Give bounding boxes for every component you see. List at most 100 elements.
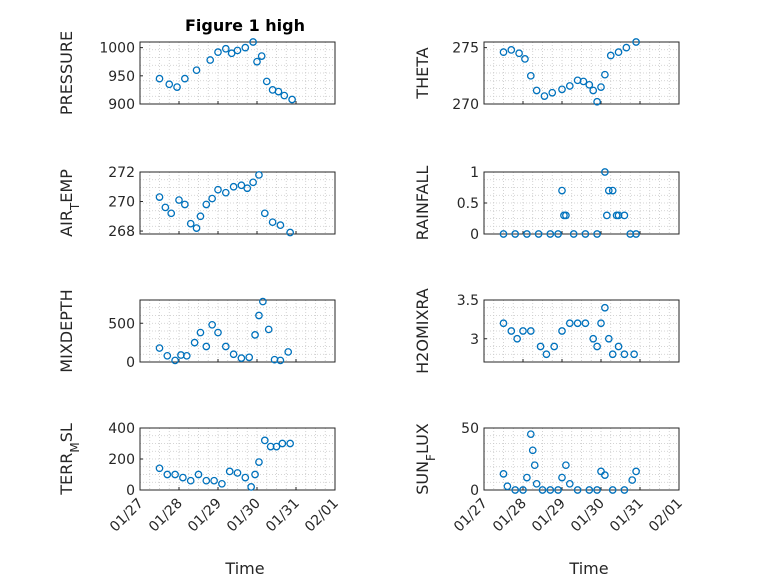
data-point	[604, 334, 613, 343]
data-point	[196, 328, 205, 337]
data-point	[286, 228, 294, 237]
data-point	[186, 219, 195, 228]
data-point	[208, 320, 216, 329]
subplot-terr-msl: 01/27 01/28 01/29 01/30 01/31 02/01 0 200 400 TER…	[57, 421, 342, 535]
grid	[483, 427, 680, 491]
x-tick-label: 01/30	[224, 496, 264, 536]
y-axis-label: SUNFLUX	[413, 423, 438, 495]
data-point	[253, 57, 261, 66]
data-point	[233, 469, 242, 477]
data-point	[202, 200, 211, 209]
data-point	[206, 56, 215, 64]
data-point	[155, 74, 164, 83]
data-point	[280, 91, 289, 100]
y-axis-label: RAINFALL	[413, 166, 432, 241]
y-axis-label-base: THETA	[413, 47, 432, 99]
data-point	[601, 70, 609, 79]
data-point	[499, 319, 508, 328]
axes-box	[139, 41, 336, 105]
data-point	[513, 334, 522, 343]
data-point	[558, 186, 566, 195]
data-point	[196, 212, 205, 221]
data-point	[546, 230, 555, 238]
y-axis-label-tail: LUX	[413, 423, 432, 454]
data-point	[620, 486, 629, 494]
data-point	[511, 486, 520, 494]
data-point	[558, 85, 566, 94]
y-tick-label: 0	[470, 483, 479, 499]
x-tick-label: 01/29	[529, 496, 569, 536]
data-point	[608, 486, 617, 494]
x-tick-label: 01/28	[146, 496, 186, 536]
y-tick-label: 950	[108, 69, 135, 85]
data-point	[515, 49, 523, 58]
chart-title: Figure 1 high	[185, 16, 305, 35]
data-point	[579, 77, 588, 86]
data-point	[593, 97, 601, 106]
data-point	[521, 55, 529, 63]
data-point	[251, 331, 259, 339]
data-point	[255, 458, 263, 466]
data-point	[194, 470, 203, 479]
data-point	[257, 52, 266, 60]
data-point	[546, 486, 555, 494]
y-tick-label: 1000	[99, 41, 135, 57]
grid	[139, 427, 336, 491]
data-point	[214, 185, 222, 194]
data-point	[243, 184, 252, 193]
data-point	[593, 342, 601, 351]
data-point	[569, 230, 578, 238]
data-point	[632, 467, 640, 476]
subplot-sun-flux: 01/27 01/28 01/29 01/30 01/31 02/01 0 50 SUNFLUX	[413, 421, 686, 535]
data-point	[589, 334, 598, 343]
y-tick-label: 0	[470, 227, 479, 243]
data-point	[258, 297, 267, 306]
data-point	[165, 80, 174, 89]
axes-box	[483, 41, 680, 105]
y-tick-label: 400	[108, 421, 135, 437]
subplot-h2omixra: 3 3.5 H2OMIXRA	[413, 288, 680, 374]
y-tick-label: 50	[461, 421, 479, 437]
data-point	[622, 43, 631, 52]
data-point	[601, 168, 609, 176]
data-point	[221, 188, 230, 197]
axes-box	[139, 171, 336, 235]
data-point	[202, 476, 211, 485]
x-tick-label: 01/31	[263, 496, 303, 536]
data-point	[192, 224, 201, 232]
data-point	[262, 77, 271, 86]
y-axis-label-base: SUN	[413, 461, 432, 495]
y-tick-label: 500	[108, 316, 135, 332]
data-point	[581, 230, 590, 238]
data-point	[229, 350, 238, 359]
grid	[139, 171, 336, 235]
y-tick-label: 270	[108, 195, 135, 211]
data-point	[511, 230, 520, 238]
data-point	[210, 476, 218, 485]
data-point	[562, 211, 570, 220]
data-point	[186, 476, 195, 485]
data-point	[593, 486, 601, 494]
data-point	[155, 464, 164, 473]
y-axis-label-tail: SL	[57, 423, 76, 442]
data-point	[558, 327, 566, 335]
y-tick-label: 275	[452, 41, 479, 57]
y-axis-label-base: MIXDEPTH	[57, 289, 76, 372]
data-point	[597, 319, 605, 328]
data-point	[585, 486, 594, 494]
data-point	[237, 354, 246, 362]
x-tick-label: 01/31	[607, 496, 647, 536]
data-point	[632, 230, 640, 238]
y-tick-label: 270	[452, 97, 479, 113]
data-point	[268, 218, 277, 227]
data-point	[589, 86, 598, 95]
data-point	[260, 436, 269, 445]
data-point	[538, 486, 547, 494]
data-point	[288, 95, 296, 104]
subplot-air-temp: 268 270 272 AIRTEMP	[57, 165, 336, 240]
data-point	[519, 486, 527, 494]
y-axis-label-subscript: F	[424, 454, 438, 461]
y-tick-label: 0	[126, 355, 135, 371]
y-axis-label: PRESSURE	[57, 31, 76, 115]
data-point	[526, 430, 535, 439]
